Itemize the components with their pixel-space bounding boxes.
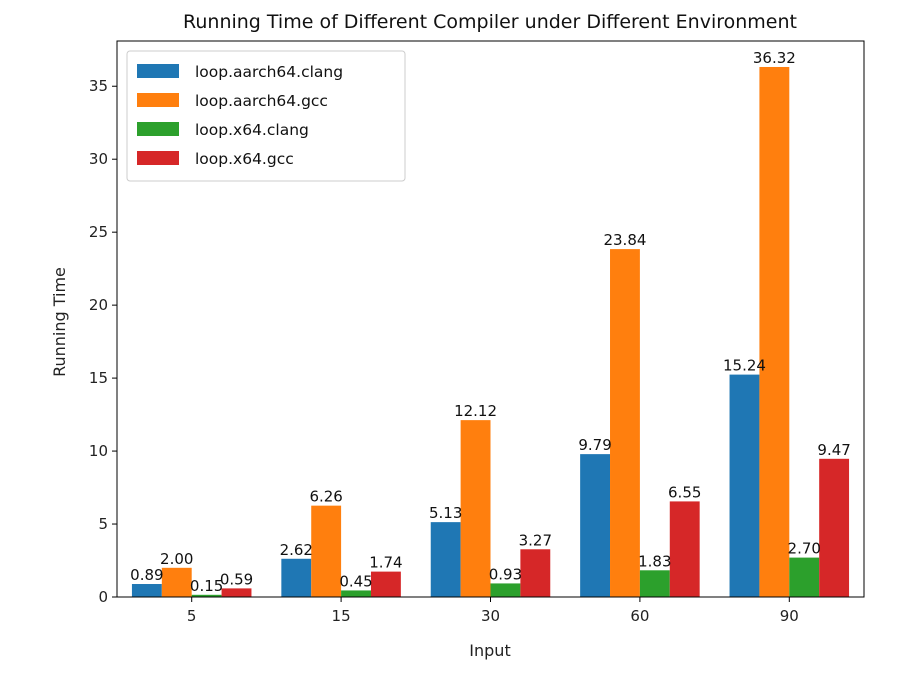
bar	[520, 549, 551, 597]
bar	[610, 249, 640, 597]
bar	[759, 66, 790, 598]
legend-swatch	[137, 151, 179, 165]
y-tick-label: 25	[89, 223, 108, 241]
data-label: 23.84	[603, 231, 646, 249]
y-tick-label: 35	[89, 77, 108, 95]
bar	[430, 522, 461, 597]
legend-label: loop.aarch64.gcc	[195, 92, 328, 110]
data-label: 9.79	[578, 436, 611, 454]
bar	[460, 420, 491, 597]
data-labels-layer: 0.89 2.62 5.13 9.79 15.24 2.00 6.26 12.12 23.84 3…	[130, 49, 851, 595]
bar	[639, 570, 670, 597]
data-label: 6.55	[668, 483, 701, 501]
x-tick-label: 5	[187, 607, 197, 625]
data-label: 1.83	[638, 552, 671, 570]
legend-box	[126, 50, 406, 182]
data-label: 2.70	[788, 540, 821, 558]
data-label: 0.89	[130, 566, 163, 584]
data-label: 3.27	[519, 531, 552, 549]
data-label: 1.74	[369, 554, 402, 572]
data-label: 5.13	[429, 504, 462, 522]
data-label: 2.00	[160, 550, 193, 568]
data-label: 15.24	[723, 357, 766, 375]
bar	[311, 505, 342, 597]
bar	[131, 584, 162, 597]
bar	[819, 458, 850, 597]
y-tick-label: 10	[89, 442, 108, 460]
data-label: 0.59	[220, 570, 253, 588]
bars-layer	[131, 66, 850, 598]
bar	[370, 571, 401, 597]
data-label: 9.47	[817, 441, 850, 459]
legend-label: loop.x64.clang	[195, 121, 309, 139]
y-tick-label: 30	[89, 150, 108, 168]
data-label: 12.12	[454, 402, 497, 420]
legend-swatch	[137, 122, 179, 136]
data-label: 0.93	[489, 565, 522, 583]
x-tick-label: 30	[481, 607, 500, 625]
data-label: 6.26	[309, 488, 342, 506]
bar	[221, 588, 252, 597]
x-axis: 5 15 30 60 90	[187, 597, 799, 625]
bar	[669, 501, 700, 597]
x-tick-label: 15	[332, 607, 351, 625]
y-tick-label: 15	[89, 369, 108, 387]
legend-label: loop.x64.gcc	[195, 150, 294, 168]
bar	[161, 567, 192, 597]
y-tick-label: 5	[98, 515, 108, 533]
bar	[580, 454, 611, 597]
bar	[191, 594, 222, 597]
bar	[490, 583, 521, 597]
chart-title: Running Time of Different Compiler under…	[183, 11, 797, 33]
x-tick-label: 90	[780, 607, 799, 625]
legend-label: loop.aarch64.clang	[195, 63, 343, 81]
bar	[789, 557, 820, 597]
legend-swatch	[137, 64, 179, 78]
legend: loop.aarch64.clang loop.aarch64.gcc loop.x…	[126, 50, 406, 182]
bar	[341, 590, 371, 597]
y-axis-label: Running Time	[50, 267, 69, 377]
data-label: 2.62	[280, 541, 313, 559]
data-label: 0.15	[190, 577, 223, 595]
data-label: 0.45	[339, 572, 372, 590]
y-tick-label: 20	[89, 296, 108, 314]
data-label: 36.32	[753, 49, 796, 67]
bar	[281, 558, 312, 597]
bar	[729, 374, 760, 597]
legend-swatch	[137, 93, 179, 107]
x-axis-label: Input	[469, 641, 510, 660]
y-tick-label: 0	[98, 588, 108, 606]
y-axis: 0 5 10 15 20 25 30 35	[89, 77, 117, 606]
x-tick-label: 60	[630, 607, 649, 625]
